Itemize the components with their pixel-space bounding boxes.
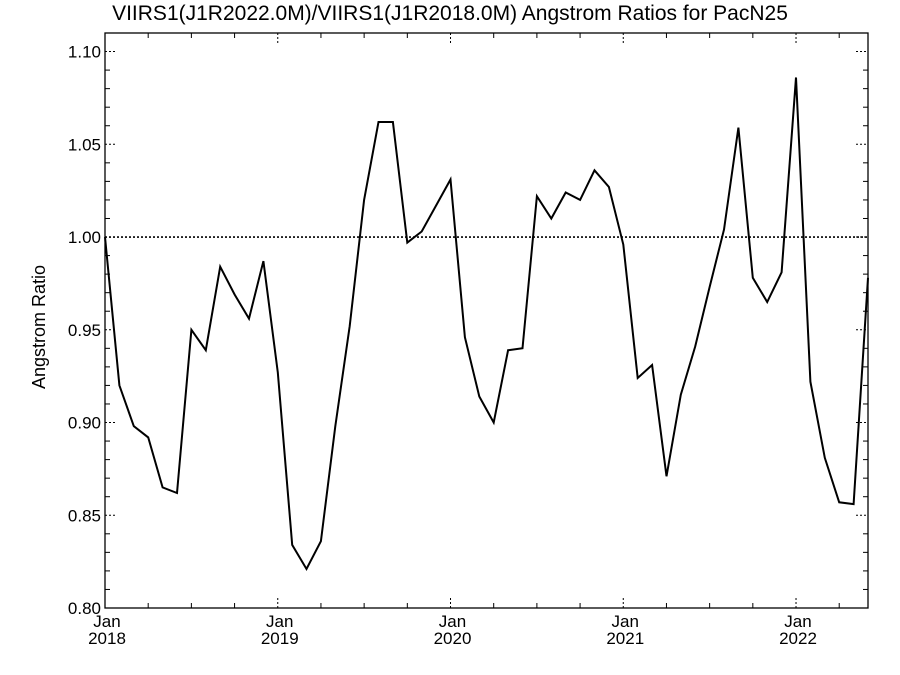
y-tick-labels: 0.80 0.85 0.90 0.95 1.00 1.05 1.10	[68, 43, 101, 618]
chart-title: VIIRS1(J1R2022.0M)/VIIRS1(J1R2018.0M) An…	[112, 2, 788, 25]
x-tick-label-year: 2020	[434, 629, 472, 648]
series-layer	[104, 77, 869, 572]
x-tick-label-year: 2021	[606, 629, 644, 648]
plot-border	[104, 32, 869, 609]
y-tick-label: 0.85	[68, 506, 101, 525]
x-tick-label-month: Jan	[439, 612, 466, 631]
x-tick-label-month: Jan	[93, 612, 120, 631]
x-tick-label-year: 2019	[261, 629, 299, 648]
y-tick-label: 0.80	[68, 599, 101, 618]
y-tick-label: 0.95	[68, 321, 101, 340]
y-tick-label: 1.05	[68, 135, 101, 154]
x-tick-label-month: Jan	[266, 612, 293, 631]
y-tick-label: 1.00	[68, 228, 101, 247]
x-tick-label-year: 2018	[88, 629, 126, 648]
x-tick-label-month: Jan	[612, 612, 639, 631]
y-tick-label: 1.10	[68, 43, 101, 62]
y-tick-label: 0.90	[68, 414, 101, 433]
x-tick-label-year: 2022	[779, 629, 817, 648]
series-line	[104, 77, 869, 572]
plot-frame	[104, 32, 869, 609]
x-tick-label-month: Jan	[784, 612, 811, 631]
tick-marks	[104, 33, 868, 609]
y-axis-label: Angstrom Ratio	[29, 265, 49, 389]
